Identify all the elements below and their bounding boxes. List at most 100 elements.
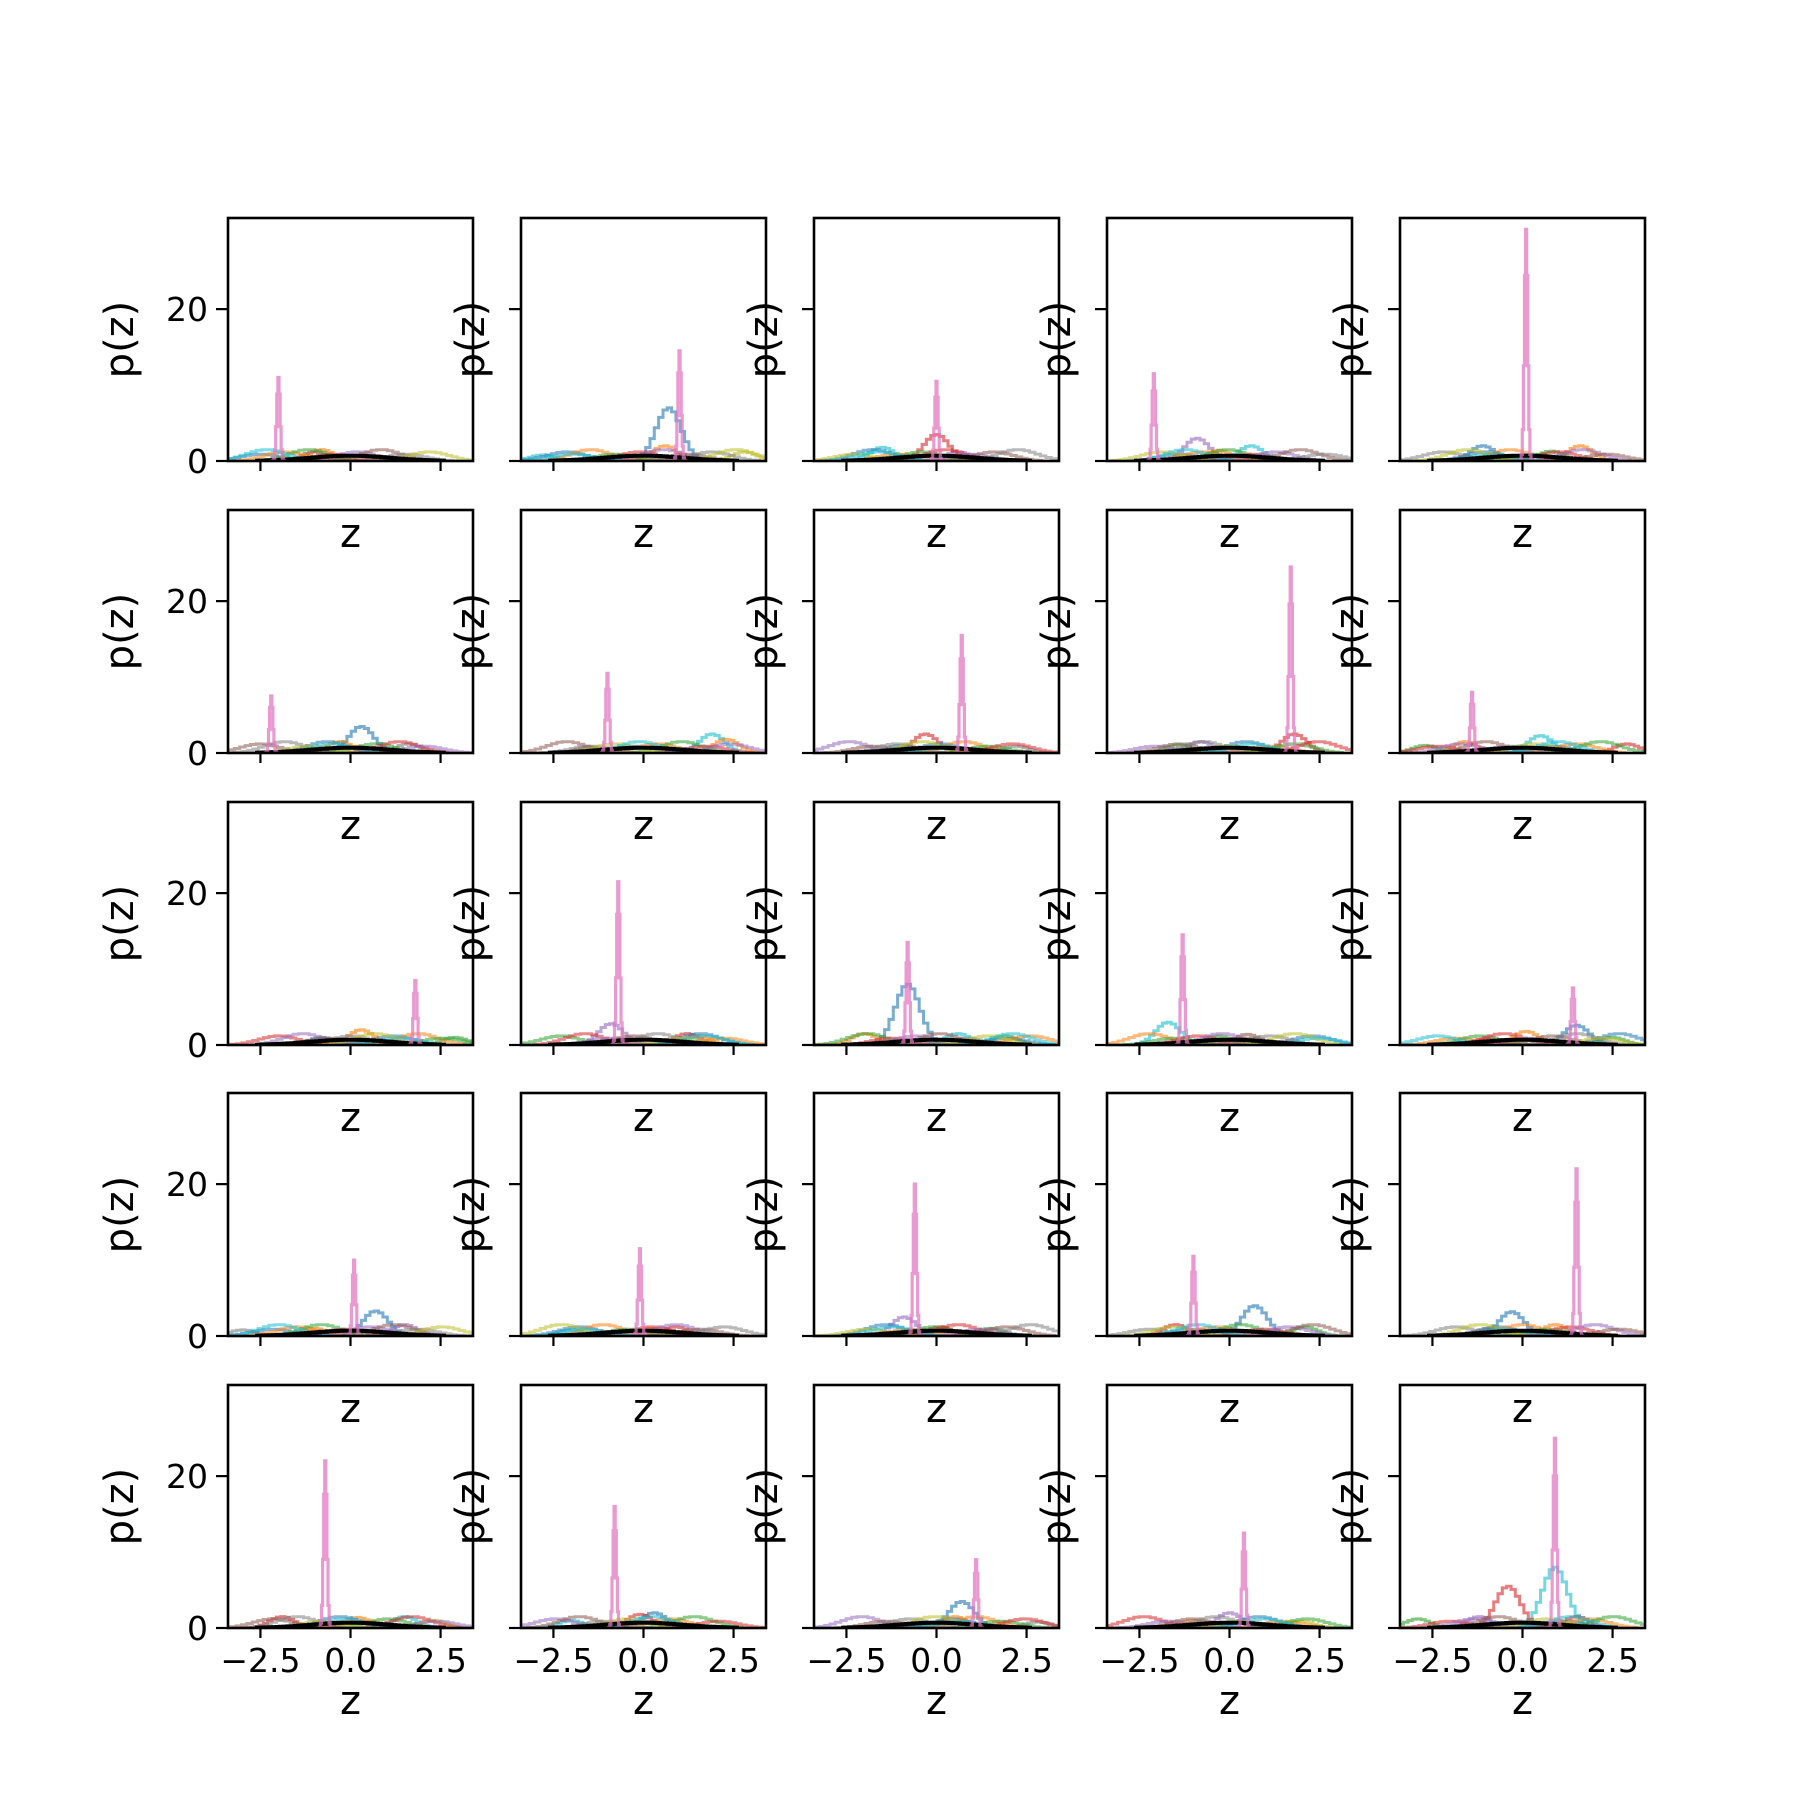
y-axis-label: p(z) [741,885,787,963]
y-axis-label: p(z) [1327,301,1373,379]
peak-line [1547,1436,1563,1628]
x-axis-label: z [926,1095,947,1141]
peak-line [672,349,688,461]
subplot: z p(z) [741,216,1061,557]
x-axis-label: z [926,1386,947,1432]
subplot: z p(z) [741,508,1061,849]
plot-area [1402,1167,1645,1336]
x-axis-label: z [1219,1678,1240,1724]
x-axis-label: z [1512,1095,1533,1141]
y-tick-label: 20 [166,290,208,329]
x-axis-label: z [1512,511,1533,557]
peak-line [954,633,970,753]
baseline-line [1134,745,1325,753]
series-line [1517,1615,1621,1628]
subplot: z p(z) [1327,216,1647,557]
subplot: 0 20 z p(z) [97,800,475,1141]
y-axis-label: p(z) [448,301,494,379]
y-axis-label: p(z) [741,301,787,379]
x-axis-label: z [340,511,361,557]
peak-line [1518,227,1534,461]
x-tick-label: 2.5 [1293,1641,1345,1680]
baseline-line [255,453,446,461]
plot-area [1107,372,1352,461]
plot-area [1107,565,1352,753]
x-tick-label: −2.5 [513,1641,593,1680]
y-tick-label: 0 [187,1609,208,1648]
x-tick-label: 0.0 [324,1641,376,1680]
subplot: z p(z) [741,800,1061,1141]
y-tick-label: 0 [187,442,208,481]
baseline-line [548,1037,739,1045]
x-axis-label: z [1219,511,1240,557]
subplot: −2.5 0.0 2.5 z p(z) [1034,1383,1354,1724]
peak-line [607,1504,623,1628]
y-axis-label: p(z) [1034,593,1080,671]
subplot: z p(z) [1034,1091,1354,1432]
subplot: z p(z) [448,508,768,849]
subplot: z p(z) [1034,216,1354,557]
x-tick-label: −2.5 [1099,1641,1179,1680]
subplot: z p(z) [1327,1091,1647,1432]
x-tick-label: 2.5 [707,1641,759,1680]
y-tick-label: 20 [166,874,208,913]
subplot: −2.5 0.0 2.5 z p(z) [1327,1383,1647,1724]
plot-area [228,375,473,461]
subplot: z p(z) [448,800,768,1141]
peak-line [968,1558,984,1628]
y-axis-label: p(z) [1327,1468,1373,1546]
peak-line [599,671,615,753]
peak-line [1236,1531,1252,1628]
baseline-line [548,1620,739,1628]
y-axis-label: p(z) [1034,885,1080,963]
baseline-line [255,745,446,753]
y-axis-label: p(z) [1034,1468,1080,1546]
series-line [947,1619,1051,1628]
y-axis-label: p(z) [741,1176,787,1254]
subplot: z p(z) [448,216,768,557]
peak-line [1185,1254,1201,1336]
peak-line [929,379,944,461]
subplot: z p(z) [448,1091,768,1432]
subplot: 0 20 z p(z) [97,508,475,849]
series-line [364,1327,468,1336]
plot-area [1400,1436,1645,1628]
x-axis-label: z [633,1095,654,1141]
y-axis-label: p(z) [1034,301,1080,379]
x-tick-label: 2.5 [1586,1641,1638,1680]
y-axis-label: p(z) [97,301,143,379]
y-axis-label: p(z) [1327,593,1373,671]
baseline-line [1427,1037,1618,1045]
y-axis-label: p(z) [1327,1176,1373,1254]
peak-line [407,978,423,1045]
peak-line [1565,986,1581,1045]
peak-line [1464,690,1480,753]
x-axis-label: z [1219,803,1240,849]
subplot: −2.5 0.0 2.5 z p(z) [741,1383,1061,1724]
baseline-line [255,1037,446,1045]
y-axis-label: p(z) [1034,1176,1080,1254]
baseline-line [1134,1037,1325,1045]
peak-line [270,375,286,461]
baseline-line [1134,1620,1325,1628]
y-tick-label: 0 [187,1317,208,1356]
x-axis-label: z [633,1386,654,1432]
peak-line [346,1258,362,1336]
baseline-line [1427,1620,1618,1628]
x-axis-label: z [340,803,361,849]
series-line [1235,1325,1339,1336]
baseline-line [841,1037,1032,1045]
baseline-line [1134,1328,1325,1336]
subplot: −2.5 0.0 2.5 0 20 z p(z) [97,1383,475,1724]
y-tick-label: 20 [166,1457,208,1496]
plot-area [521,671,766,753]
x-tick-label: 0.0 [1203,1641,1255,1680]
x-tick-label: 0.0 [910,1641,962,1680]
subplot: z p(z) [1327,508,1647,849]
plot-area [814,633,1059,753]
peak-line [263,694,279,753]
x-tick-label: 2.5 [414,1641,466,1680]
series-line [940,450,1044,461]
x-axis-label: z [1219,1386,1240,1432]
